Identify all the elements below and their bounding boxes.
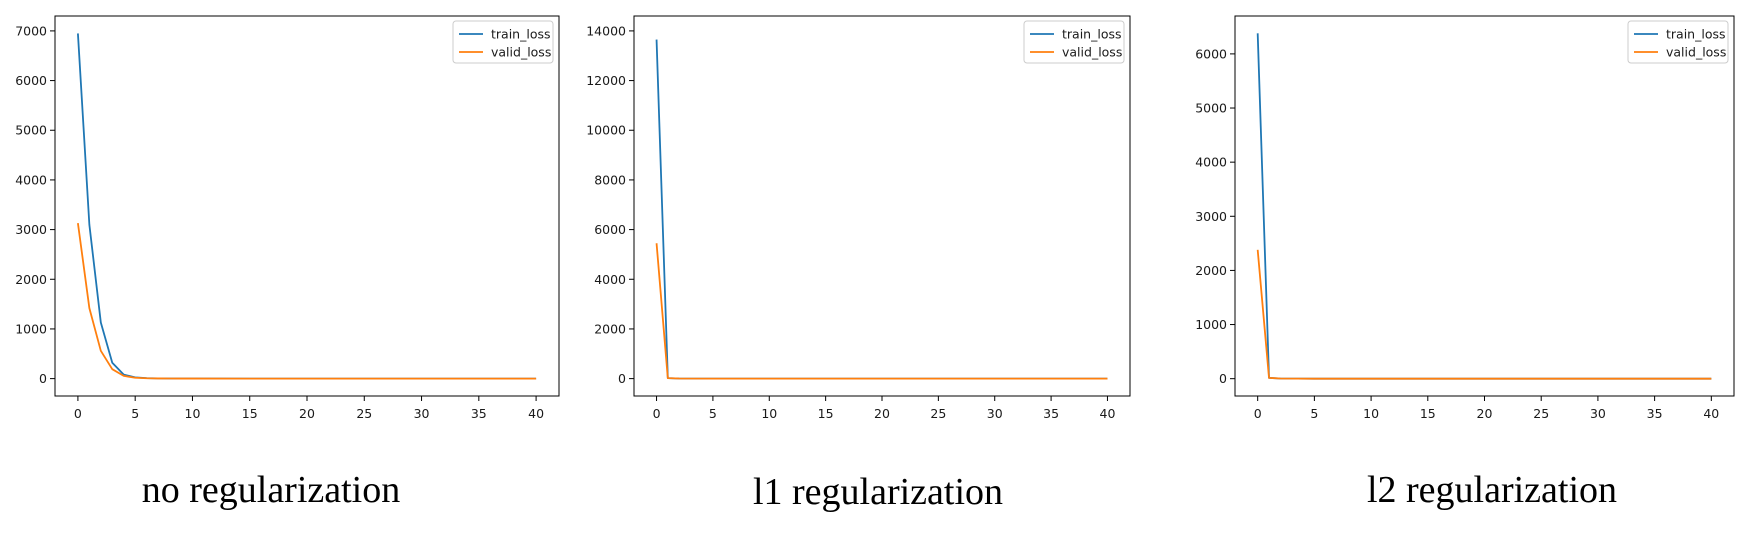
- series-line-train_loss: [1256, 33, 1712, 380]
- x-tick-label: 0: [74, 406, 82, 421]
- y-tick-label: 2000: [594, 321, 626, 336]
- chart-2: 0 5 10 15 20 25 30 35 40 0 1000 2000 3000 4000 5000 600…: [1195, 15, 1735, 511]
- y-tick-label: 8000: [594, 172, 626, 187]
- legend: train_loss valid_loss: [1627, 20, 1729, 64]
- legend: train_loss valid_loss: [452, 20, 554, 64]
- y-tick-label: 3000: [1195, 209, 1227, 224]
- y-tick-label: 2000: [1195, 263, 1227, 278]
- x-tick-label: 5: [1310, 406, 1318, 421]
- y-tick-label: 4000: [594, 272, 626, 287]
- y-tick-label: 10000: [586, 123, 626, 138]
- x-tick-label: 30: [1590, 406, 1606, 421]
- x-tick-label: 25: [1533, 406, 1549, 421]
- legend-label-train_loss: train_loss: [1666, 27, 1726, 42]
- y-tick-label: 2000: [15, 272, 47, 287]
- y-tick-label: 6000: [1195, 46, 1227, 61]
- series-line-valid_loss: [655, 243, 1108, 380]
- legend-label-train_loss: train_loss: [1062, 27, 1122, 42]
- x-tick-label: 40: [1100, 406, 1116, 421]
- series-line-train_loss: [77, 33, 537, 380]
- x-tick-label: 20: [874, 406, 890, 421]
- x-tick-label: 35: [1043, 406, 1059, 421]
- series-line-valid_loss: [1256, 249, 1712, 380]
- series-line-valid_loss: [77, 223, 537, 380]
- y-tick-label: 0: [1219, 371, 1227, 386]
- y-tick-label: 0: [39, 371, 47, 386]
- y-tick-label: 5000: [15, 123, 47, 138]
- x-tick-label: 15: [818, 406, 834, 421]
- x-tick-label: 35: [471, 406, 487, 421]
- x-tick-label: 10: [761, 406, 777, 421]
- x-tick-label: 30: [987, 406, 1003, 421]
- legend-label-valid_loss: valid_loss: [1666, 45, 1726, 60]
- x-tick-label: 0: [1254, 406, 1262, 421]
- x-tick-label: 20: [1477, 406, 1493, 421]
- axes-frame: [1234, 15, 1735, 397]
- x-tick-label: 10: [1363, 406, 1379, 421]
- y-tick-label: 12000: [586, 73, 626, 88]
- x-tick-label: 20: [299, 406, 315, 421]
- legend-label-valid_loss: valid_loss: [491, 45, 551, 60]
- y-tick-label: 1000: [15, 321, 47, 336]
- chart-caption: l2 regularization: [1367, 469, 1617, 511]
- y-tick-label: 5000: [1195, 101, 1227, 116]
- x-tick-label: 0: [653, 406, 661, 421]
- y-tick-label: 6000: [15, 73, 47, 88]
- x-tick-label: 15: [242, 406, 258, 421]
- chart-caption: l1 regularization: [753, 471, 1003, 513]
- chart-0: 0 5 10 15 20 25 30 35 40 0 1000 2000 3000 4000 5000 600…: [15, 15, 560, 511]
- chart-caption: no regularization: [142, 469, 401, 511]
- x-tick-label: 25: [356, 406, 372, 421]
- y-tick-label: 4000: [15, 172, 47, 187]
- y-tick-label: 3000: [15, 222, 47, 237]
- y-tick-label: 14000: [586, 23, 626, 38]
- series-line-train_loss: [655, 39, 1108, 380]
- legend-label-train_loss: train_loss: [491, 27, 551, 42]
- x-tick-label: 25: [930, 406, 946, 421]
- y-tick-label: 6000: [594, 222, 626, 237]
- legend-label-valid_loss: valid_loss: [1062, 45, 1122, 60]
- x-tick-label: 5: [131, 406, 139, 421]
- axes-frame: [633, 15, 1131, 397]
- x-tick-label: 10: [185, 406, 201, 421]
- chart-1: 0 5 10 15 20 25 30 35 40 0 2000 4000 6000 8000 10000 12…: [586, 15, 1131, 513]
- x-tick-label: 40: [1703, 406, 1719, 421]
- y-tick-label: 7000: [15, 23, 47, 38]
- x-tick-label: 15: [1420, 406, 1436, 421]
- y-tick-label: 0: [618, 371, 626, 386]
- x-tick-label: 5: [709, 406, 717, 421]
- x-tick-label: 35: [1647, 406, 1663, 421]
- axes-frame: [54, 15, 560, 397]
- legend: train_loss valid_loss: [1023, 20, 1125, 64]
- y-tick-label: 1000: [1195, 317, 1227, 332]
- x-tick-label: 40: [528, 406, 544, 421]
- x-tick-label: 30: [414, 406, 430, 421]
- y-tick-label: 4000: [1195, 155, 1227, 170]
